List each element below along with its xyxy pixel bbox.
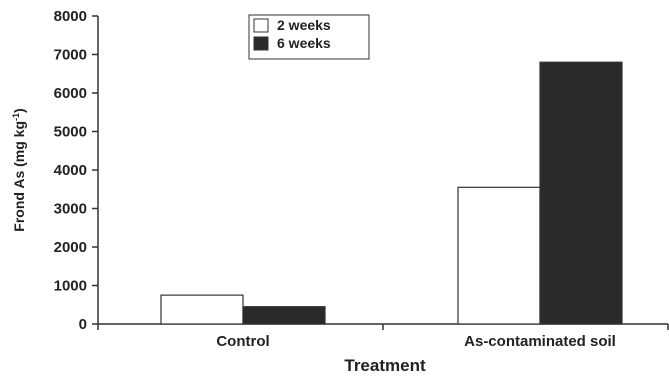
bar-6-weeks-0 <box>242 306 326 325</box>
bar-6-weeks-1 <box>539 61 623 325</box>
y-tick-label: 5000 <box>54 124 87 141</box>
x-tick-label: As-contaminated soil <box>464 333 616 350</box>
bars <box>160 61 623 325</box>
y-tick-label: 3000 <box>54 201 87 218</box>
bar-2-weeks-0 <box>160 294 244 325</box>
legend-label: 2 weeks <box>277 17 331 33</box>
x-tick-label: Control <box>216 333 269 350</box>
bar-2-weeks-1 <box>457 186 541 325</box>
legend-label: 6 weeks <box>277 35 331 51</box>
y-axis-title: Frond As (mg kg-1) <box>11 108 27 231</box>
y-tick-label: 8000 <box>54 8 87 25</box>
legend-box <box>248 14 370 60</box>
y-axis: 0 1000 2000 3000 4000 5000 6000 7000 8000 <box>54 8 99 333</box>
y-tick-label: 6000 <box>54 85 87 102</box>
legend-swatch <box>253 18 269 33</box>
x-axis-title: Treatment <box>344 356 426 375</box>
y-tick-label: 2000 <box>54 239 87 256</box>
y-tick-label: 7000 <box>54 47 87 64</box>
x-axis: Control As-contaminated soil <box>97 323 669 350</box>
y-tick-label: 1000 <box>54 278 87 295</box>
legend-swatch <box>253 36 269 51</box>
legend: 2 weeks 6 weeks <box>248 14 370 60</box>
y-tick-label: 4000 <box>54 162 87 179</box>
y-tick-label: 0 <box>79 316 87 333</box>
